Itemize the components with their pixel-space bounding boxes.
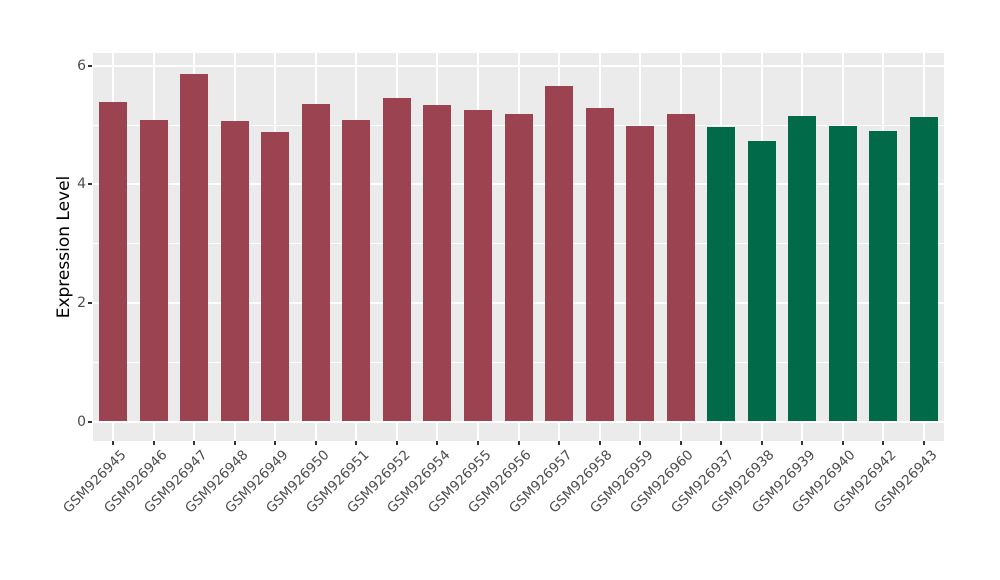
x-tick-mark-GSM926955	[476, 441, 479, 445]
x-tick-mark-GSM926950	[314, 441, 317, 445]
bar-GSM926945	[99, 101, 128, 422]
x-tick-mark-GSM926942	[882, 441, 885, 445]
bar-GSM926955	[463, 109, 492, 422]
y-tick-mark-4	[88, 183, 92, 186]
x-tick-mark-GSM926947	[193, 441, 196, 445]
x-tick-mark-GSM926951	[355, 441, 358, 445]
bar-GSM926950	[301, 103, 330, 422]
x-tick-mark-GSM926952	[395, 441, 398, 445]
x-tick-mark-GSM926945	[112, 441, 115, 445]
x-tick-mark-GSM926954	[436, 441, 439, 445]
x-tick-mark-GSM926956	[517, 441, 520, 445]
x-tick-mark-GSM926948	[233, 441, 236, 445]
x-tick-mark-GSM926959	[639, 441, 642, 445]
bar-GSM926956	[504, 113, 533, 422]
x-tick-mark-GSM926938	[760, 441, 763, 445]
y-tick-label-4: 4	[77, 176, 86, 193]
y-tick-label-2: 2	[77, 294, 86, 311]
bar-GSM926942	[869, 130, 898, 422]
bar-GSM926940	[828, 125, 857, 422]
x-tick-mark-GSM926939	[801, 441, 804, 445]
bar-GSM926948	[220, 120, 249, 422]
plot-panel	[93, 53, 944, 441]
bar-GSM926954	[423, 104, 452, 422]
x-tick-mark-GSM926960	[679, 441, 682, 445]
bar-GSM926938	[747, 141, 776, 422]
y-tick-mark-2	[88, 301, 92, 304]
bar-GSM926957	[545, 85, 574, 422]
bar-GSM926937	[707, 127, 736, 422]
bar-GSM926949	[261, 132, 290, 422]
bar-GSM926958	[585, 108, 614, 422]
y-tick-label-0: 0	[77, 413, 86, 430]
x-tick-mark-GSM926949	[274, 441, 277, 445]
x-tick-mark-GSM926937	[720, 441, 723, 445]
x-tick-mark-GSM926940	[841, 441, 844, 445]
bar-GSM926943	[909, 117, 938, 422]
y-tick-label-6: 6	[77, 57, 86, 74]
y-tick-mark-6	[88, 64, 92, 67]
bar-GSM926952	[382, 97, 411, 422]
x-tick-mark-GSM926957	[558, 441, 561, 445]
y-tick-mark-0	[88, 420, 92, 423]
x-tick-mark-GSM926943	[922, 441, 925, 445]
bar-GSM926960	[666, 113, 695, 422]
bar-GSM926939	[788, 115, 817, 422]
bar-GSM926946	[139, 120, 168, 422]
bar-GSM926947	[180, 74, 209, 422]
x-tick-mark-GSM926946	[152, 441, 155, 445]
x-tick-mark-GSM926958	[598, 441, 601, 445]
bar-GSM926951	[342, 120, 371, 422]
bar-GSM926959	[626, 125, 655, 422]
